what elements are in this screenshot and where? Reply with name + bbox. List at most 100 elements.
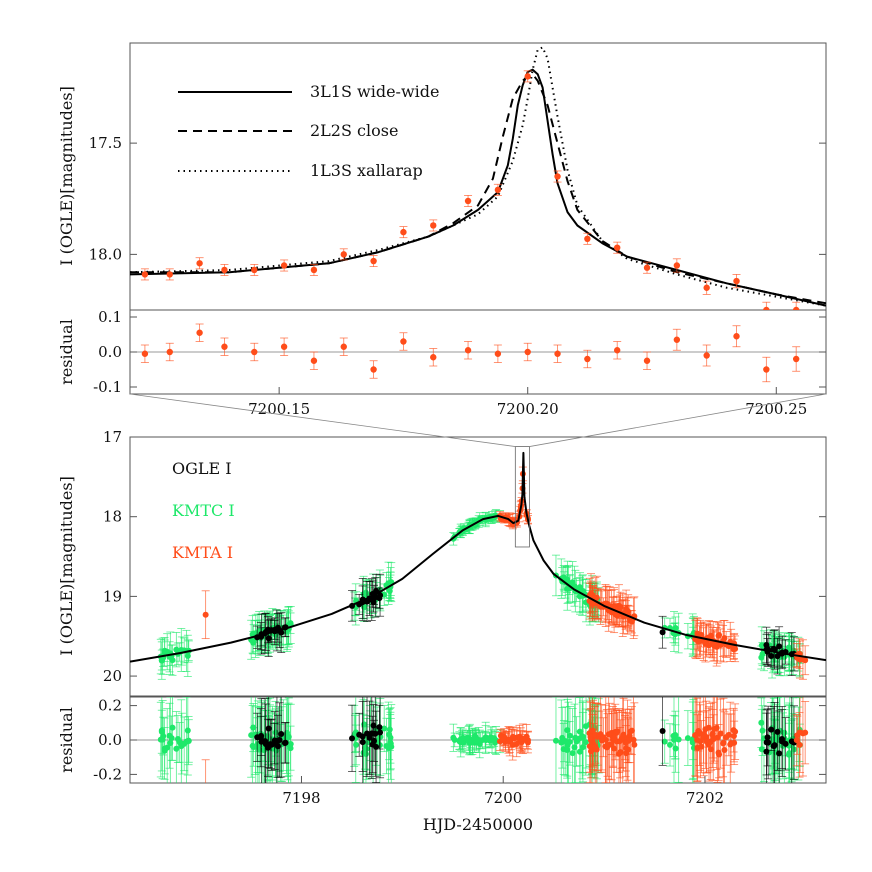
kmta-data-point (589, 600, 596, 607)
kmta-residual-point (524, 348, 531, 356)
axis-ticks: 17.5 18.0 0.1 0.0 -0.1 7200.15 7200.20 7200.25 1… (89, 134, 826, 807)
legend-label-kmta: KMTA I (172, 543, 233, 562)
kmta-residual-point (802, 729, 809, 736)
kmtc-residual-point (457, 739, 464, 746)
kmtc-residual-point (164, 744, 171, 751)
top-legend: 3L1S wide-wide 2L2S close 1L3S xallarap (178, 82, 439, 180)
ogle-residual-point (788, 738, 795, 745)
kmta-data-point (614, 612, 621, 619)
ogle-residual-point (763, 739, 770, 746)
kmtc-residual-point (252, 743, 259, 750)
kmtc-residual-point (463, 735, 470, 742)
kmta-data-point (797, 656, 804, 663)
kmta-data-point (430, 222, 437, 229)
ogle-residual-point (377, 729, 384, 736)
kmta-residual-point (586, 743, 593, 750)
kmta-data-point (370, 257, 377, 265)
kmta-residual-point (340, 343, 347, 350)
kmta-data-point (141, 271, 149, 278)
kmta-residual-point (721, 747, 728, 754)
kmta-residual-point (251, 348, 258, 356)
kmta-data-point (202, 611, 209, 618)
legend-label-ogle: OGLE I (172, 459, 232, 478)
kmtc-residual-point (552, 737, 559, 744)
ogle-residual-point (359, 733, 366, 740)
ytick-label: 0.1 (98, 308, 122, 326)
model-curve-dotted (130, 46, 826, 307)
kmta-residual-point (694, 736, 701, 743)
kmta-residual-point (430, 354, 437, 361)
top-residual-ylabel: residual (57, 319, 76, 385)
zoom-connector-right (529, 393, 827, 447)
kmta-residual-point (400, 338, 407, 345)
kmtc-residual-point (661, 738, 668, 745)
kmtc-residual-point (579, 734, 586, 741)
bottom-residual-ylabel: residual (57, 707, 76, 773)
ogle-residual-point (278, 731, 285, 738)
kmta-residual-point (166, 348, 173, 356)
kmtc-residual-point (487, 734, 494, 741)
kmta-residual-point (600, 734, 607, 741)
zoom-region-box (514, 446, 530, 548)
bottom-plot-area (130, 446, 826, 680)
kmtc-residual-point (758, 719, 765, 726)
ogle-residual-point (273, 738, 280, 745)
kmtc-residual-point (184, 727, 191, 734)
kmta-data-point (733, 277, 740, 285)
kmta-data-point (494, 186, 502, 194)
kmta-residual-point (628, 727, 635, 734)
kmta-data-point (628, 618, 635, 625)
kmta-residual-point (494, 350, 502, 357)
ogle-data-point (265, 626, 272, 633)
kmta-residual-point (698, 743, 705, 750)
ytick-label: 0.0 (98, 343, 122, 361)
kmta-residual-point (622, 739, 629, 746)
ogle-data-point (265, 635, 272, 642)
zoom-connector-lines (129, 393, 827, 447)
kmta-data-point (166, 271, 173, 278)
kmta-data-point (280, 262, 288, 269)
bottom-xlabel: HJD-2450000 (423, 815, 533, 834)
ytick-label: 18.0 (89, 245, 122, 263)
kmta-data-point (698, 631, 705, 638)
kmta-residual-point (793, 737, 800, 744)
kmta-data-point (711, 642, 718, 649)
kmtc-residual-point (477, 737, 484, 744)
kmta-data-point (310, 266, 318, 274)
ogle-residual-point (364, 730, 371, 737)
kmta-residual-point (796, 741, 803, 748)
kmta-data-point (221, 266, 228, 274)
ogle-residual-point (366, 734, 373, 741)
kmtc-data-point (164, 648, 171, 655)
kmta-data-point (614, 244, 621, 251)
bottom-residual-plot-area (130, 697, 826, 814)
ogle-residual-point (779, 736, 786, 743)
model-curve-solid (130, 68, 826, 307)
panel-top-frame (129, 42, 827, 311)
kmtc-residual-point (582, 739, 589, 746)
ogle-residual-point (768, 726, 775, 733)
ogle-residual-point (376, 724, 383, 731)
kmtc-residual-point (158, 728, 165, 735)
zoom-connector-left (129, 393, 516, 447)
kmta-residual-point (717, 730, 724, 737)
kmtc-residual-point (159, 736, 166, 743)
ytick-label: 17.5 (89, 134, 122, 152)
kmta-residual-point (614, 728, 621, 735)
kmta-residual-point (203, 808, 209, 814)
ogle-residual-point (782, 740, 789, 747)
ogle-residual-point (659, 727, 666, 734)
kmta-residual-point (614, 347, 621, 354)
kmta-residual-point (519, 735, 526, 742)
kmta-residual-point (797, 729, 804, 736)
kmta-data-point (464, 197, 472, 205)
xtick-label: 7202 (686, 789, 724, 807)
kmta-residual-point (731, 739, 738, 746)
ogle-data-point (776, 643, 783, 650)
kmta-data-point (792, 306, 800, 310)
kmtc-residual-point (573, 738, 580, 745)
kmta-residual-point (608, 741, 615, 748)
kmta-data-point (584, 235, 591, 242)
kmtc-residual-point (571, 744, 578, 751)
